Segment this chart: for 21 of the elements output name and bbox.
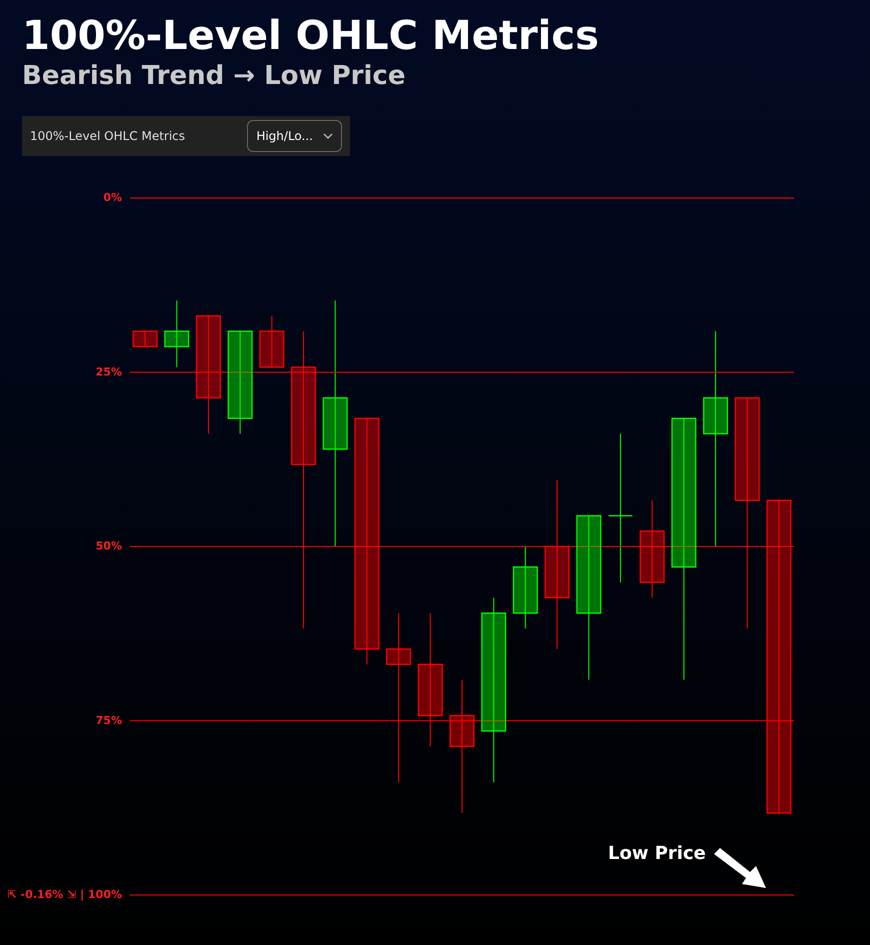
text: 75% <box>96 714 122 727</box>
candlestick <box>228 330 253 434</box>
chart-subtitle: Bearish Trend → Low Price <box>22 61 406 91</box>
candlestick <box>481 597 506 783</box>
candlestick <box>322 300 348 547</box>
candlestick <box>164 300 190 368</box>
candlestick <box>576 515 602 680</box>
candlestick <box>671 418 696 680</box>
text: 0% <box>103 191 122 204</box>
text: ⇱ -0.16% ⇲ | 100% <box>8 888 122 901</box>
candlestick <box>259 315 284 368</box>
candlestick <box>132 330 158 348</box>
dropdown: High/Lo... <box>247 120 342 152</box>
chart-title: 100%-Level OHLC Metrics <box>22 13 599 59</box>
candlestick <box>512 546 538 629</box>
candlestick <box>703 330 728 547</box>
text: 100%-Level OHLC Metrics <box>30 129 186 143</box>
text: Low Price <box>608 843 706 864</box>
candlestick <box>608 433 633 583</box>
text: 50% <box>96 540 122 552</box>
text: 25% <box>96 365 122 378</box>
